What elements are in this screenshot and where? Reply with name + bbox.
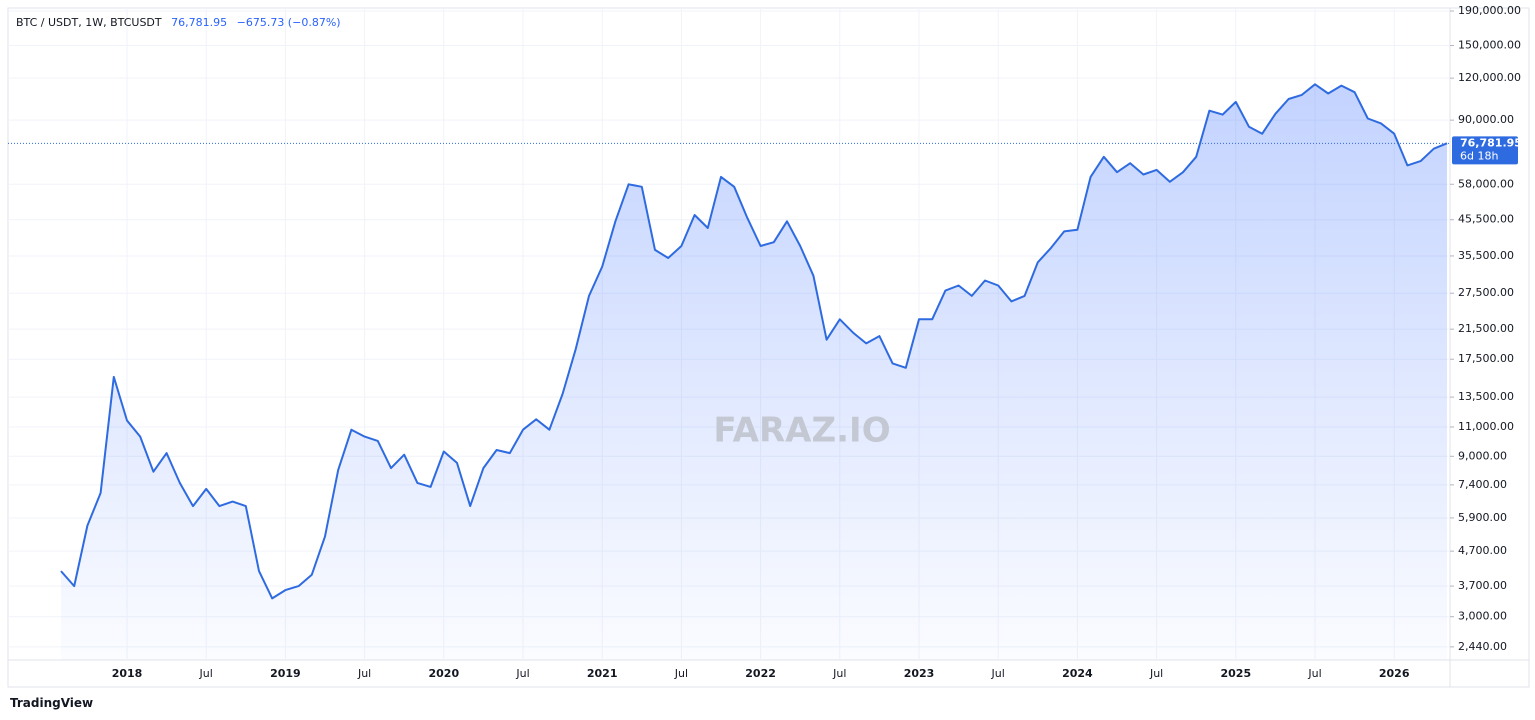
- y-tick-label: 7,400.00: [1458, 478, 1507, 491]
- y-tick-label: 2,440.00: [1458, 640, 1507, 653]
- frame: [7, 7, 1530, 688]
- y-tick-label: 150,000.00: [1458, 39, 1521, 52]
- price-tag-label: 76,781.95: [1460, 136, 1522, 149]
- x-tick-label: 2018: [112, 667, 143, 680]
- brand[interactable]: TradingView: [10, 696, 93, 710]
- x-tick-label: 2022: [745, 667, 776, 680]
- legend: BTC / USDT, 1W, BTCUSDT 76,781.95 −675.7…: [16, 16, 347, 29]
- x-tick-label: 2025: [1220, 667, 1251, 680]
- legend-change: −675.73 (−0.87%): [236, 16, 341, 29]
- y-tick-label: 45,500.00: [1458, 213, 1514, 226]
- symbol: BTC / USDT, 1W, BTCUSDT: [16, 16, 162, 29]
- countdown: 6d 18h: [1460, 149, 1498, 162]
- watermark: FARAZ.IO: [713, 411, 890, 451]
- x-tick-label: Jul: [515, 667, 529, 680]
- area: [61, 84, 1447, 661]
- y-tick-label: 35,500.00: [1458, 249, 1514, 262]
- y-tick-label: 21,500.00: [1458, 322, 1514, 335]
- y-tick-label: 13,500.00: [1458, 390, 1514, 403]
- x-tick-label: 2024: [1062, 667, 1093, 680]
- x-tick-label: 2021: [587, 667, 618, 680]
- price-tag: [1452, 136, 1518, 165]
- x-tick-label: 2020: [428, 667, 459, 680]
- x-tick-label: 2023: [904, 667, 935, 680]
- line: [60, 83, 1448, 600]
- x-tick-label: Jul: [991, 667, 1005, 680]
- y-tick-label: 5,900.00: [1458, 511, 1507, 524]
- x-tick-label: 2019: [270, 667, 301, 680]
- x-tick-label: Jul: [357, 667, 371, 680]
- y-tick-label: 17,500.00: [1458, 352, 1514, 365]
- y-tick-label: 90,000.00: [1458, 113, 1514, 126]
- x-tick-label: Jul: [1149, 667, 1163, 680]
- y-tick-label: 3,000.00: [1458, 610, 1507, 623]
- y-tick-label: 58,000.00: [1458, 177, 1514, 190]
- y-tick-label: 9,000.00: [1458, 449, 1507, 462]
- x-tick-label: Jul: [1307, 667, 1321, 680]
- y-tick-label: 3,700.00: [1458, 579, 1507, 592]
- y-tick-label: 27,500.00: [1458, 286, 1514, 299]
- y-tick-label: 120,000.00: [1458, 71, 1521, 84]
- y-tick-label: 190,000.00: [1458, 4, 1521, 17]
- x-tick-label: Jul: [199, 667, 213, 680]
- y-tick-label: 4,700.00: [1458, 544, 1507, 557]
- brand-text[interactable]: TradingView: [10, 696, 94, 710]
- x-tick-label: Jul: [832, 667, 846, 680]
- x-tick-label: 2026: [1379, 667, 1410, 680]
- y-tick-label: 11,000.00: [1458, 420, 1514, 433]
- x-tick-label: Jul: [674, 667, 688, 680]
- legend-price: 76,781.95: [171, 16, 228, 29]
